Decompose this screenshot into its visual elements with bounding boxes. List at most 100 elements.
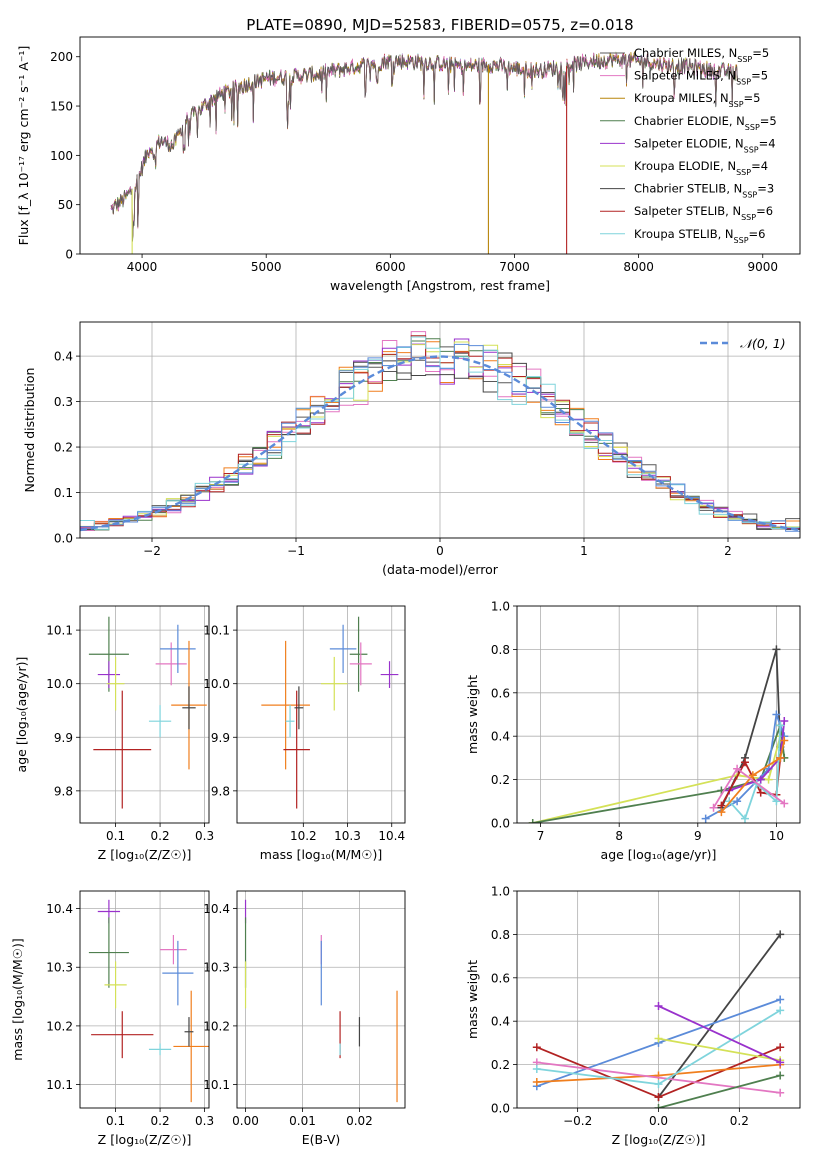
y-axis-label: mass weight [465,960,480,1039]
y-tick-label: 9.8 [54,784,73,798]
histogram-step [80,336,800,530]
panel-mass_weight_vs_Z: −0.2 0.0 0.2 0.0 0.2 0.4 0.6 0.8 1.0 Z [log₁₀(Z/Z… [465,885,801,1147]
mass-weight-marker [740,814,749,823]
y-tick-label: 10.3 [203,961,230,975]
y-tick-label: 0.0 [491,1102,510,1116]
plot-area [80,322,800,538]
plot-area [80,606,209,823]
error-point [160,934,187,965]
panel-mass_vs_EBV: 0.00 0.01 0.02 10.1 10.2 10.3 10.4 E(B-V) [203,890,406,1147]
y-tick-label: 0.2 [491,773,510,787]
y-axis-label: age [log₁₀(age/yr)] [14,657,29,773]
y-tick-label: 0.8 [491,928,510,942]
plot-area [237,606,405,823]
y-tick-label: 10.2 [203,1019,230,1033]
error-point [184,1017,194,1047]
y-tick-label: 0.3 [54,395,73,409]
mass-weight-marker [654,1104,663,1108]
mass-weight-marker [654,1002,663,1011]
mass-weight-marker [733,797,742,806]
mass-weight-line [658,1005,781,1064]
x-tick-label: −0.2 [563,1114,592,1128]
y-tick-label: 9.8 [211,784,230,798]
y-tick-label: 200 [50,50,73,64]
panel-mass_vs_Z: 0.1 0.2 0.3 10.1 10.2 10.3 10.4 Z [log₁₀(Z/Z☉)]… [10,890,214,1147]
mass-weight-marker [733,764,742,773]
error-point [380,661,399,688]
x-tick-label: 0.3 [195,1114,214,1128]
axes-frame [79,36,801,255]
x-tick-label: 0.3 [195,829,214,843]
x-tick-label: 10.2 [290,829,317,843]
error-point [182,686,196,730]
mass-weight-marker [776,753,785,762]
y-tick-label: 0.4 [54,350,73,364]
x-tick-label: 9 [694,829,702,843]
error-point [285,705,295,738]
error-point [91,1011,154,1059]
mass-weight-line [536,1061,781,1094]
error-point [321,656,348,711]
y-tick-label: 10.4 [46,902,73,916]
axes-frame [79,605,210,824]
mass-weight-marker [776,930,785,939]
y-tick-label: 10.0 [46,677,73,691]
legend-label: Salpeter MILES, NSSP=5 [634,69,768,87]
y-tick-label: 0.6 [491,971,510,985]
y-tick-label: 150 [50,100,73,114]
mass-weight-marker [532,1077,541,1086]
x-tick-label: 0.0 [649,1114,668,1128]
histogram-step [80,343,800,532]
legend-label: Chabrier ELODIE, NSSP=5 [634,114,777,132]
y-tick-label: 10.1 [46,1078,73,1092]
axes-frame [236,605,406,824]
x-tick-label: 0.01 [289,1114,316,1128]
y-tick-label: 0.0 [491,817,510,831]
mass-weight-marker [654,1034,663,1043]
mass-weight-line [720,740,786,813]
legend: Chabrier MILES, NSSP=5 Salpeter MILES, NS… [600,46,777,244]
y-tick-label: 100 [50,149,73,163]
x-tick-label: 0.02 [346,1114,373,1128]
y-axis-label: Flux [f_λ 10⁻¹⁷ erg cm⁻² s⁻¹ A⁻¹] [16,46,31,246]
plot-area [517,891,800,1108]
legend-label: Chabrier MILES, NSSP=5 [634,46,769,64]
mass-weight-line [658,1074,781,1108]
x-tick-label: 6000 [375,260,406,274]
panel-age_vs_mass: 10.2 10.3 10.4 9.8 9.9 10.0 10.1 mass [log₁₀(M/… [203,605,406,862]
x-axis-label: wavelength [Angstrom, rest frame] [330,278,550,293]
y-tick-label: 0.4 [491,730,510,744]
error-point [349,642,372,686]
panel-spectrum: 4000 5000 6000 7000 8000 9000 0 50 100 150 200 wave… [16,36,801,293]
mass-weight-marker [717,808,726,817]
x-tick-label: 10.4 [378,829,405,843]
legend-label: Salpeter ELODIE, NSSP=4 [634,136,776,154]
x-axis-label: Z [log₁₀(Z/Z☉)] [612,1132,706,1147]
x-tick-label: 0 [436,544,444,558]
x-tick-label: 1 [580,544,588,558]
error-point [148,705,172,738]
plot-area [237,891,405,1108]
plot-area [110,51,738,254]
mass-weight-marker [776,1088,785,1097]
mass-weight-marker [780,736,789,745]
x-axis-label: mass [log₁₀(M/M☉)] [260,847,382,862]
y-tick-label: 10.1 [203,1078,230,1092]
mass-weight-marker [756,788,765,797]
mass-weight-line [657,933,781,1098]
x-tick-label: 9000 [747,260,778,274]
y-tick-label: 1.0 [491,885,510,899]
mass-weight-marker [528,819,537,823]
panel-residuals: −2 −1 0 1 2 0.0 0.1 0.2 0.3 0.4 (data-model)/error… [22,321,801,577]
error-point [294,686,304,730]
y-tick-label: 9.9 [211,731,230,745]
mass-weight-marker [701,814,710,823]
y-tick-label: 10.0 [203,677,230,691]
error-point [88,917,129,988]
legend-label: Kroupa STELIB, NSSP=6 [634,227,765,245]
legend-label: Kroupa ELODIE, NSSP=4 [634,159,768,177]
y-tick-label: 10.1 [203,624,230,638]
mass-weight-line [658,1037,781,1062]
error-point [148,1043,172,1056]
error-point [173,990,209,1103]
